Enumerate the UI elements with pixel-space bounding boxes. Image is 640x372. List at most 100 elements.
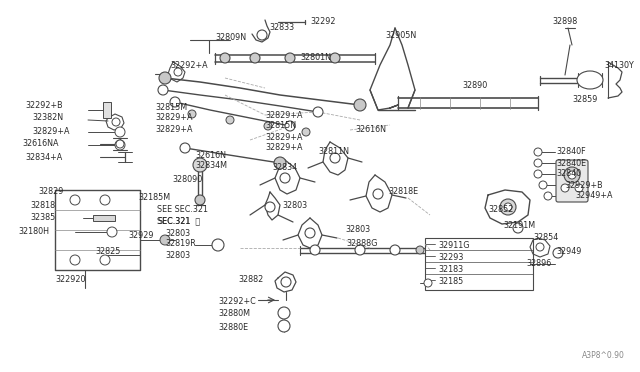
Circle shape — [280, 173, 290, 183]
Text: 32293: 32293 — [438, 253, 463, 263]
Text: 32185M: 32185M — [138, 193, 170, 202]
Text: 32803: 32803 — [165, 250, 190, 260]
Text: SEC.321  図: SEC.321 図 — [157, 217, 200, 225]
Circle shape — [500, 199, 516, 215]
Circle shape — [257, 30, 267, 40]
Circle shape — [188, 110, 196, 118]
Circle shape — [313, 107, 323, 117]
Text: 32616NA: 32616NA — [22, 140, 58, 148]
Circle shape — [70, 255, 80, 265]
Circle shape — [302, 128, 310, 136]
Circle shape — [180, 143, 190, 153]
Circle shape — [226, 116, 234, 124]
Circle shape — [174, 68, 182, 76]
Text: 32854: 32854 — [533, 234, 558, 243]
Text: 32949: 32949 — [556, 247, 581, 257]
Text: 32905N: 32905N — [385, 31, 416, 39]
Text: SEC.321: SEC.321 — [157, 217, 190, 225]
Circle shape — [100, 195, 110, 205]
Text: 32815M: 32815M — [155, 103, 187, 112]
Circle shape — [330, 153, 340, 163]
Text: 32803: 32803 — [345, 225, 370, 234]
Text: 32292+A: 32292+A — [170, 61, 207, 70]
Circle shape — [561, 184, 569, 192]
Text: 32829+A: 32829+A — [265, 144, 303, 153]
Text: 32834+A: 32834+A — [25, 153, 62, 161]
Circle shape — [355, 245, 365, 255]
Text: 32890: 32890 — [462, 80, 487, 90]
Text: 32840: 32840 — [556, 170, 581, 179]
Circle shape — [285, 53, 295, 63]
Circle shape — [100, 255, 110, 265]
Text: 32829+A: 32829+A — [265, 132, 303, 141]
Text: 32818: 32818 — [30, 201, 55, 209]
Circle shape — [568, 171, 576, 179]
Circle shape — [534, 170, 542, 178]
Circle shape — [278, 307, 290, 319]
Text: 32183: 32183 — [438, 266, 463, 275]
Text: 34130Y: 34130Y — [604, 61, 634, 70]
Circle shape — [278, 320, 290, 332]
Text: 32616N: 32616N — [195, 151, 226, 160]
Text: 32840E: 32840E — [556, 158, 586, 167]
Text: 32829+A: 32829+A — [32, 126, 70, 135]
Circle shape — [536, 243, 544, 251]
Text: 322920: 322920 — [55, 276, 86, 285]
Circle shape — [264, 122, 272, 130]
Bar — [93, 215, 115, 221]
Text: 32882: 32882 — [238, 276, 263, 285]
Text: 32829+A: 32829+A — [155, 113, 193, 122]
Text: 32880M: 32880M — [218, 310, 250, 318]
Circle shape — [544, 192, 552, 200]
Text: 32815N: 32815N — [265, 122, 296, 131]
Circle shape — [158, 85, 168, 95]
Ellipse shape — [577, 71, 603, 89]
Circle shape — [534, 148, 542, 156]
Text: 32852: 32852 — [488, 205, 513, 215]
Circle shape — [564, 167, 580, 183]
Text: 32896: 32896 — [526, 259, 551, 267]
Circle shape — [115, 140, 125, 150]
Circle shape — [159, 72, 171, 84]
Circle shape — [553, 248, 563, 258]
Circle shape — [212, 239, 224, 251]
Text: 32949+A: 32949+A — [575, 192, 612, 201]
Circle shape — [310, 245, 320, 255]
Circle shape — [281, 277, 291, 287]
Circle shape — [330, 53, 340, 63]
Text: 32829+A: 32829+A — [265, 110, 303, 119]
Text: 32834M: 32834M — [195, 161, 227, 170]
Text: 32859: 32859 — [572, 96, 597, 105]
FancyBboxPatch shape — [556, 160, 588, 202]
Text: 328090: 328090 — [172, 176, 202, 185]
Text: 32829+A: 32829+A — [155, 125, 193, 134]
Circle shape — [534, 159, 542, 167]
Text: 32616N: 32616N — [355, 125, 386, 135]
Circle shape — [112, 118, 120, 126]
Text: 32833: 32833 — [269, 22, 294, 32]
Text: 32292+B: 32292+B — [25, 100, 63, 109]
Circle shape — [70, 195, 80, 205]
Text: 32829: 32829 — [38, 187, 63, 196]
Text: 32811N: 32811N — [318, 148, 349, 157]
Text: 32819R: 32819R — [165, 240, 196, 248]
Circle shape — [424, 279, 432, 287]
Circle shape — [390, 245, 400, 255]
Text: 32840F: 32840F — [556, 148, 586, 157]
Text: 32818E: 32818E — [388, 187, 418, 196]
Text: 32292: 32292 — [310, 17, 335, 26]
Text: 32801N: 32801N — [300, 54, 331, 62]
Circle shape — [107, 227, 117, 237]
Text: 32292+C: 32292+C — [218, 296, 256, 305]
Ellipse shape — [585, 76, 595, 84]
Circle shape — [285, 121, 295, 131]
Circle shape — [274, 157, 286, 169]
Text: 32825: 32825 — [95, 247, 120, 257]
Circle shape — [504, 203, 512, 211]
Text: 32888G: 32888G — [346, 240, 378, 248]
Circle shape — [170, 97, 180, 107]
Circle shape — [305, 228, 315, 238]
Text: 32382N: 32382N — [32, 113, 63, 122]
Circle shape — [373, 189, 383, 199]
Circle shape — [416, 246, 424, 254]
